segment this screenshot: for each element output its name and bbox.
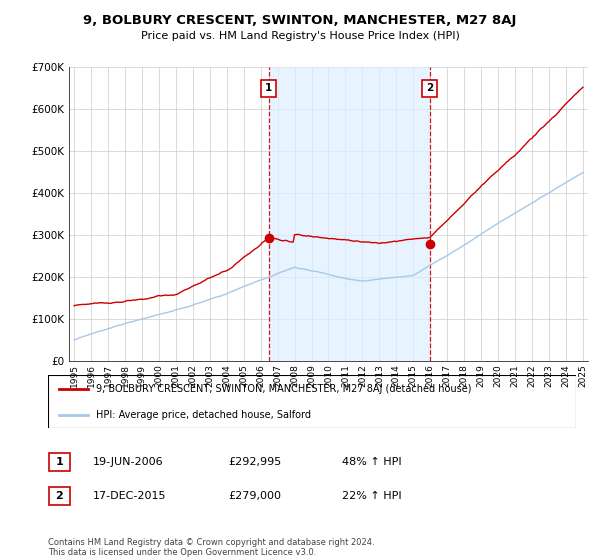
Text: Price paid vs. HM Land Registry's House Price Index (HPI): Price paid vs. HM Land Registry's House … xyxy=(140,31,460,41)
Text: 9, BOLBURY CRESCENT, SWINTON, MANCHESTER, M27 8AJ: 9, BOLBURY CRESCENT, SWINTON, MANCHESTER… xyxy=(83,14,517,27)
FancyBboxPatch shape xyxy=(49,487,70,505)
Text: 48% ↑ HPI: 48% ↑ HPI xyxy=(342,457,401,467)
Text: 2: 2 xyxy=(56,491,63,501)
Text: £292,995: £292,995 xyxy=(228,457,281,467)
Text: 9, BOLBURY CRESCENT, SWINTON, MANCHESTER, M27 8AJ (detached house): 9, BOLBURY CRESCENT, SWINTON, MANCHESTER… xyxy=(95,384,471,394)
Text: 22% ↑ HPI: 22% ↑ HPI xyxy=(342,491,401,501)
Bar xyxy=(269,67,430,361)
Text: Contains HM Land Registry data © Crown copyright and database right 2024.
This d: Contains HM Land Registry data © Crown c… xyxy=(48,538,374,557)
Text: HPI: Average price, detached house, Salford: HPI: Average price, detached house, Salf… xyxy=(95,410,311,420)
FancyBboxPatch shape xyxy=(49,453,70,471)
Text: 1: 1 xyxy=(56,457,63,467)
Text: 17-DEC-2015: 17-DEC-2015 xyxy=(93,491,167,501)
Text: 19-JUN-2006: 19-JUN-2006 xyxy=(93,457,164,467)
Text: 2: 2 xyxy=(426,83,433,93)
Text: £279,000: £279,000 xyxy=(228,491,281,501)
Text: 1: 1 xyxy=(265,83,272,93)
